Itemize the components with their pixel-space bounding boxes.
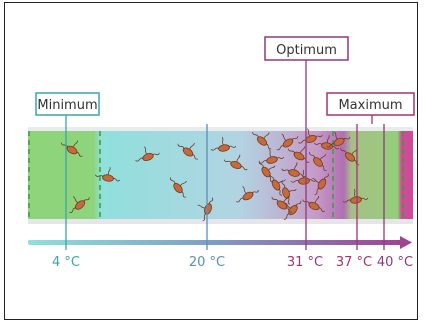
maximum-label: Maximum (338, 98, 402, 113)
bacterium-illustration (135, 146, 160, 162)
bacterium-illustration (69, 196, 90, 214)
bacterium-illustration (223, 154, 248, 171)
bacterium-illustration (169, 177, 187, 198)
bacterium-illustration (197, 197, 214, 222)
axis-bar (28, 240, 402, 245)
bacterium-illustration (314, 135, 340, 150)
bacterium-illustration (287, 146, 310, 163)
bacterium-illustration (290, 169, 317, 185)
tick-4c: 4 °C (52, 255, 80, 270)
band-bottom-edge (28, 218, 413, 224)
bacterium-illustration (309, 152, 327, 171)
optimum-label-box: Optimum (264, 36, 349, 61)
bacterium-illustration (271, 195, 292, 213)
bacterium-illustration (298, 128, 323, 144)
minimum-label-box: Minimum (35, 92, 100, 116)
bacterium-illustration (60, 140, 83, 157)
minimum-label: Minimum (37, 98, 97, 113)
band-top-edge (28, 127, 413, 134)
bacterium-illustration (95, 167, 121, 182)
optimum-label: Optimum (276, 43, 337, 58)
bacterium-illustration (258, 160, 276, 183)
temperature-band (28, 127, 413, 224)
tick-40c: 40 °C (377, 255, 413, 270)
maximum-label-box: Maximum (326, 92, 415, 116)
bacterium-illustration (302, 195, 326, 212)
bacterium-illustration (342, 188, 369, 204)
tick-37c: 37 °C (336, 255, 372, 270)
bacterium-illustration (236, 186, 259, 203)
bacterium-illustration (276, 133, 299, 151)
temperature-axis (28, 236, 412, 249)
bacterium-illustration (281, 180, 297, 205)
bacterium-illustration (177, 142, 198, 160)
bacteria-group (60, 128, 369, 222)
bacterium-illustration (210, 136, 237, 152)
bacterium-illustration (258, 149, 284, 164)
bacterium-illustration (252, 131, 272, 150)
band-fill (28, 131, 413, 219)
bacterium-illustration (281, 162, 306, 178)
tick-20c: 20 °C (189, 255, 225, 270)
axis-arrowhead (400, 236, 412, 249)
tick-31c: 31 °C (287, 255, 323, 270)
bacterium-illustration (326, 131, 351, 148)
